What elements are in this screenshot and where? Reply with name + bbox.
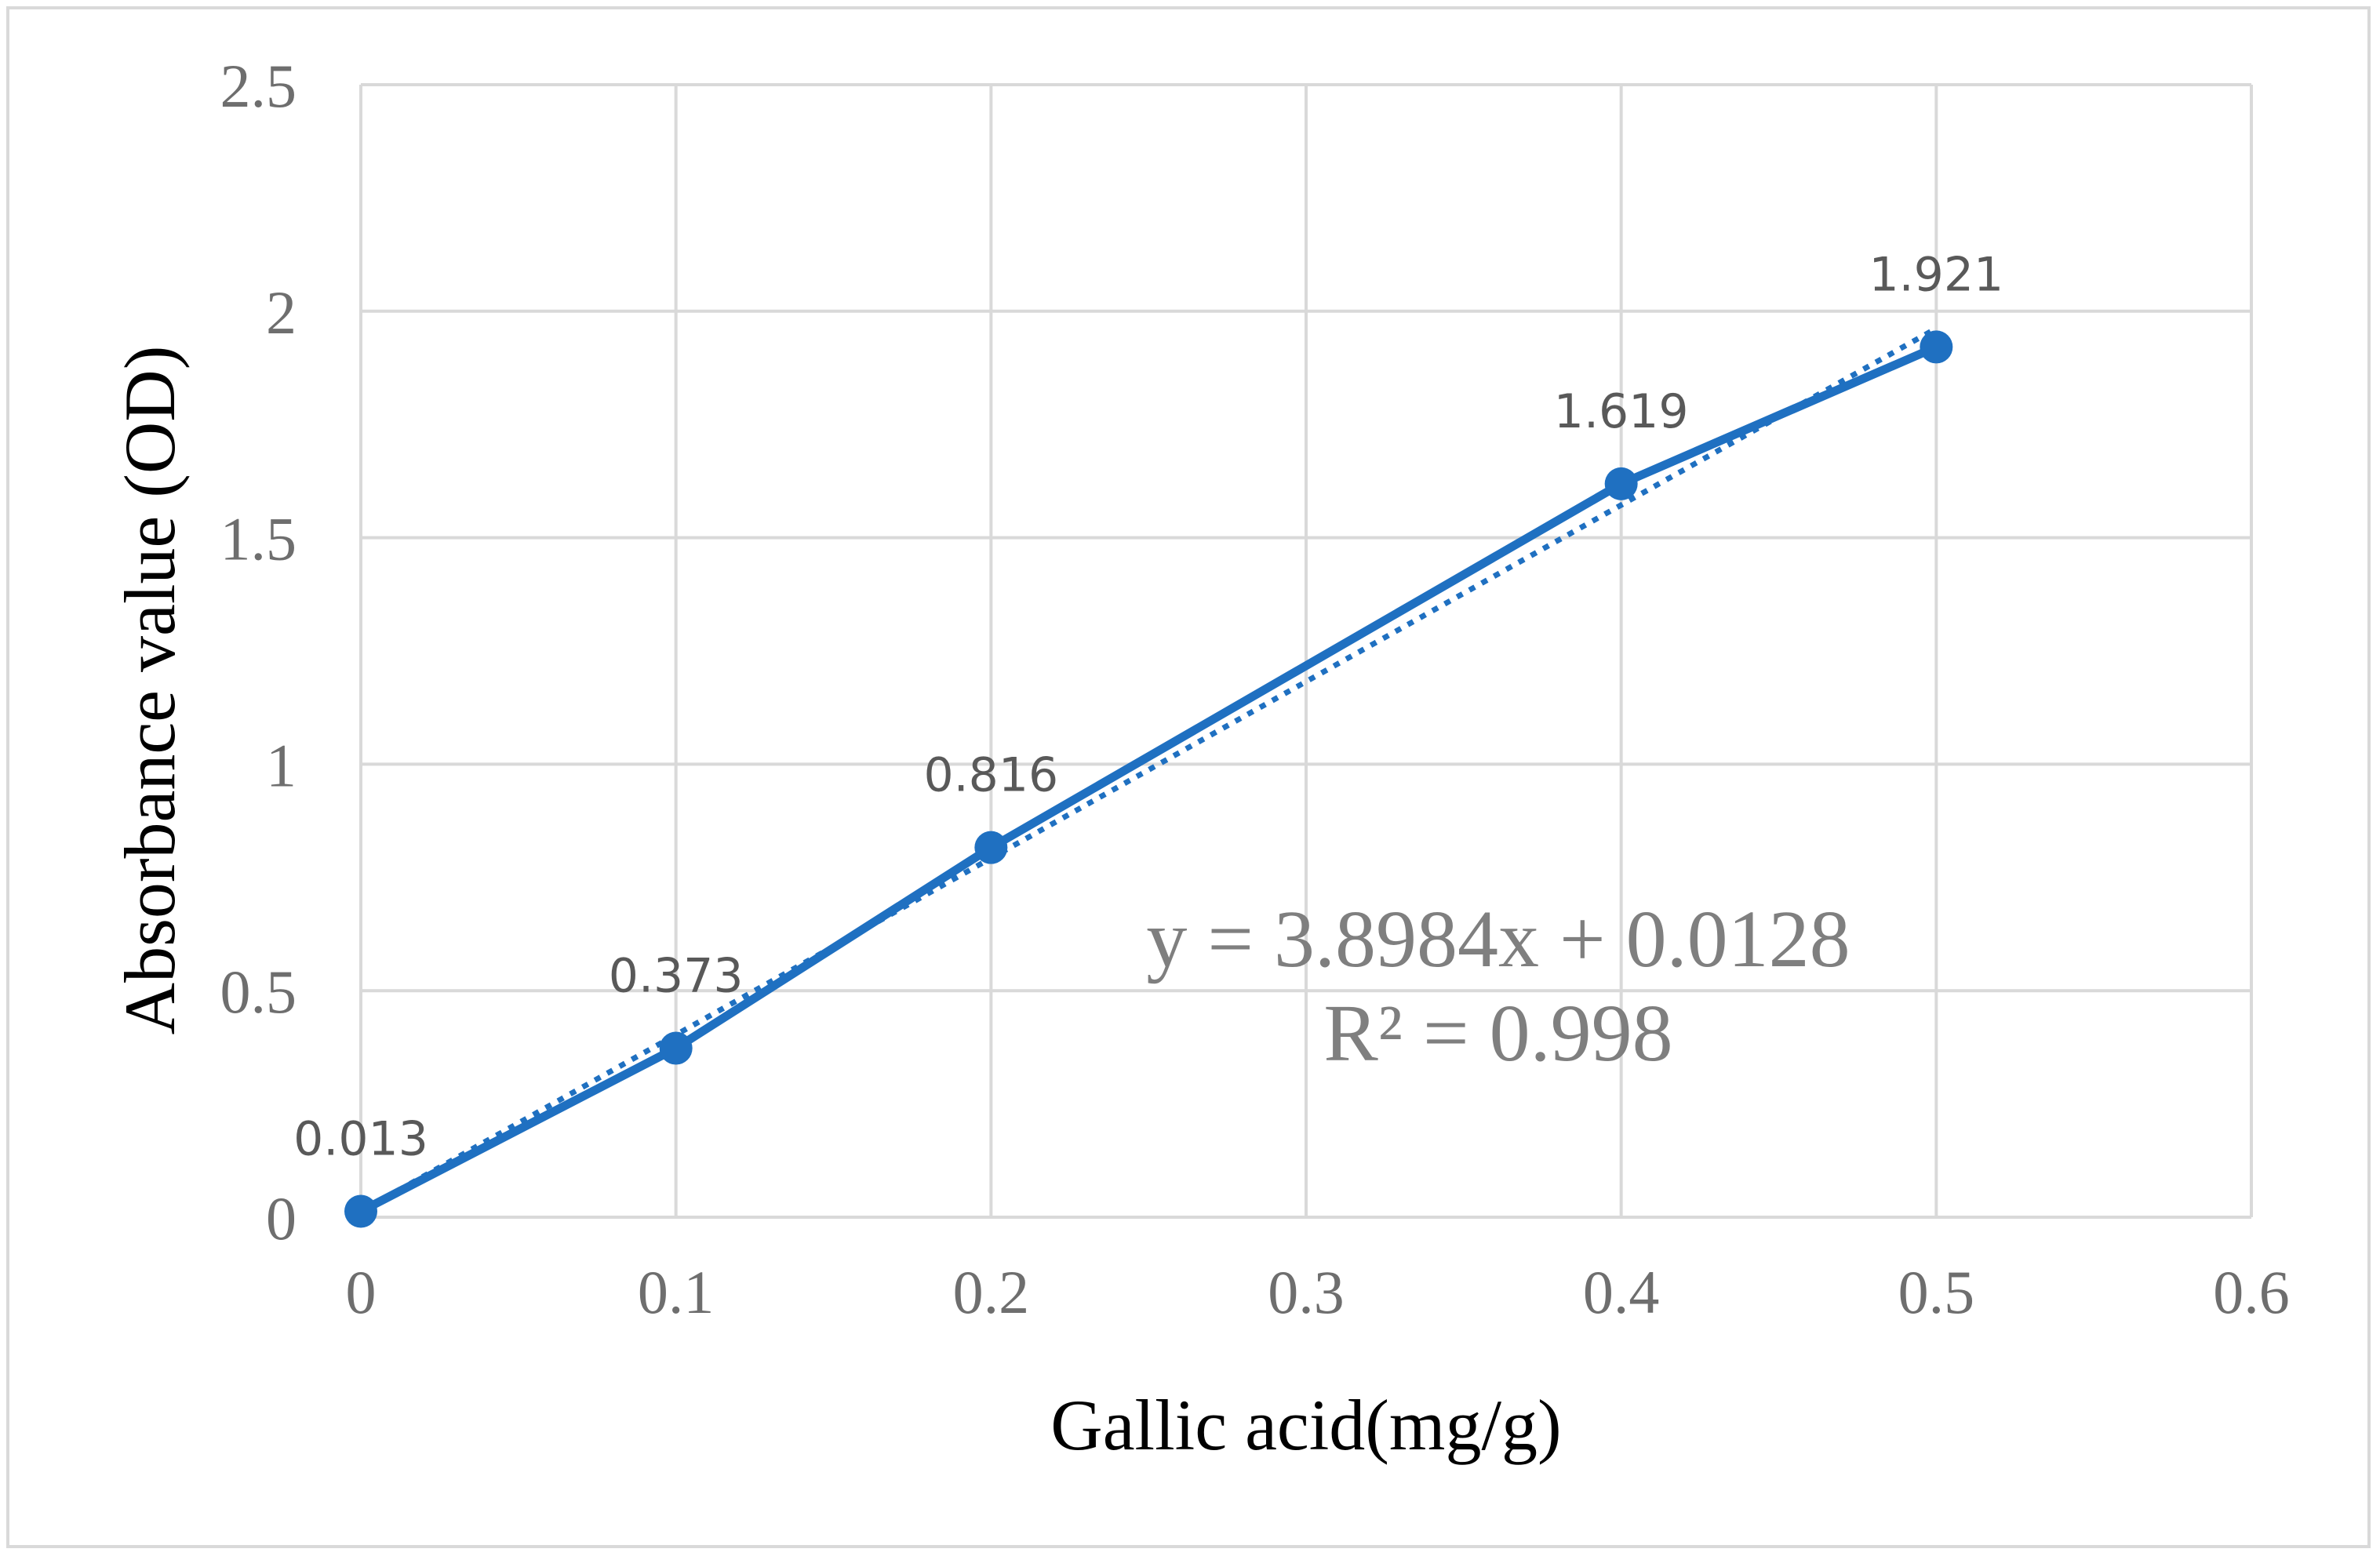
data-point <box>1920 330 1953 364</box>
x-axis-title: Gallic acid(mg/g) <box>1050 1385 1561 1465</box>
data-label: 1.921 <box>1869 247 2003 302</box>
x-tick-label: 0.1 <box>638 1258 715 1326</box>
y-axis-ticks: 0 0.5 1 1.5 2 2.5 <box>220 52 297 1252</box>
y-tick-label: 2 <box>266 278 297 347</box>
trendline-r-squared: R² = 0.998 <box>1323 988 1672 1078</box>
data-label: 0.373 <box>609 949 744 1004</box>
trendline-equation: y = 3.8984x + 0.0128 <box>1146 894 1850 984</box>
data-label: 0.013 <box>293 1111 428 1166</box>
grid <box>359 83 2253 1219</box>
x-tick-label: 0.6 <box>2213 1258 2290 1326</box>
data-point <box>1604 467 1638 500</box>
x-tick-label: 0.2 <box>953 1258 1030 1326</box>
chart-frame <box>6 6 2371 1548</box>
data-label: 1.619 <box>1554 384 1689 439</box>
x-tick-label: 0.3 <box>1268 1258 1345 1326</box>
y-tick-label: 2.5 <box>220 52 297 120</box>
y-tick-label: 1 <box>266 731 297 799</box>
data-label: 0.816 <box>923 748 1058 803</box>
x-tick-label: 0 <box>346 1258 377 1326</box>
data-point <box>659 1031 693 1065</box>
series-layer: 0.013 0.373 0.816 1.619 1.921 <box>293 247 2003 1228</box>
data-point <box>974 831 1008 864</box>
y-axis-title: Absorbance value (OD) <box>110 346 190 1035</box>
x-tick-label: 0.5 <box>1898 1258 1975 1326</box>
y-tick-label: 1.5 <box>220 505 297 573</box>
x-axis-ticks: 0 0.1 0.2 0.3 0.4 0.5 0.6 <box>346 1258 2290 1326</box>
y-tick-label: 0.5 <box>220 958 297 1026</box>
x-tick-label: 0.4 <box>1583 1258 1660 1326</box>
data-point <box>344 1194 377 1228</box>
trendline <box>359 325 1938 1214</box>
y-tick-label: 0 <box>266 1184 297 1252</box>
